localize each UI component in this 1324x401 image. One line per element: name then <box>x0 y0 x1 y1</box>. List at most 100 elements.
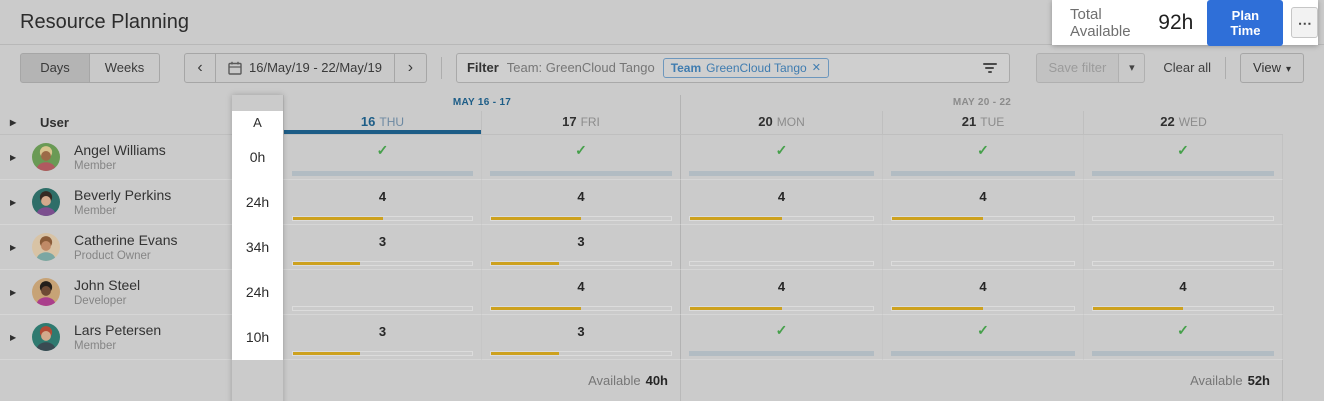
plan-cell[interactable] <box>882 225 1083 270</box>
date-range-picker[interactable]: 16/May/19 - 22/May/19 <box>216 52 395 83</box>
utilization-bar-fill <box>491 262 559 265</box>
row-expand-icon[interactable]: ▶ <box>10 287 17 297</box>
row-expand-icon[interactable]: ▶ <box>10 197 17 207</box>
user-info: Lars Petersen Member <box>74 322 161 353</box>
user-row: ▶ Lars Petersen Member 10h 3 3 ✓ ✓ ✓ <box>0 315 1324 360</box>
utilization-bar-track <box>490 351 672 356</box>
plan-cell[interactable]: ✓ <box>680 135 882 180</box>
plan-cell[interactable]: ✓ <box>481 135 680 180</box>
availability-value: 0h <box>232 135 283 180</box>
date-navigation: ‹ 16/May/19 - 22/May/19 › <box>184 52 427 83</box>
user-column-header: ▶ User <box>0 111 232 135</box>
plan-cell[interactable] <box>283 270 481 315</box>
user-row: ▶ John Steel Developer 24h 4 4 4 4 <box>0 270 1324 315</box>
utilization-bar-track <box>891 216 1075 221</box>
user-cell[interactable]: ▶ Catherine Evans Product Owner <box>0 225 232 270</box>
utilization-bar-fill <box>690 217 782 220</box>
plan-cell[interactable]: 4 <box>680 180 882 225</box>
plan-cell[interactable] <box>1083 180 1283 225</box>
save-filter-button[interactable]: Save filter <box>1035 52 1120 83</box>
expand-all-icon[interactable]: ▶ <box>10 118 17 127</box>
plan-time-button[interactable]: Plan Time <box>1207 0 1284 46</box>
user-cell[interactable]: ▶ Lars Petersen Member <box>0 315 232 360</box>
date-group-label: MAY 20 - 22 <box>680 95 1283 111</box>
day-header-16-thu[interactable]: 16 THU <box>283 111 481 135</box>
row-right-spacer <box>1283 270 1324 315</box>
user-role: Developer <box>74 294 127 307</box>
plan-cell[interactable]: 3 <box>481 225 680 270</box>
utilization-bar-fill <box>690 307 782 310</box>
utilization-bar-fill <box>892 307 983 310</box>
planned-check-icon: ✓ <box>1177 142 1189 158</box>
plan-cell[interactable]: ✓ <box>882 135 1083 180</box>
utilization-bar-track <box>891 261 1075 266</box>
plan-cell[interactable]: ✓ <box>1083 315 1283 360</box>
save-filter-dropdown-button[interactable]: ▾ <box>1119 52 1146 83</box>
user-cell[interactable]: ▶ John Steel Developer <box>0 270 232 315</box>
plan-cell[interactable]: ✓ <box>283 135 481 180</box>
planned-check-icon: ✓ <box>775 322 788 338</box>
utilization-bar-full <box>490 171 672 176</box>
plan-cell[interactable]: 3 <box>283 225 481 270</box>
utilization-bar-fill <box>293 262 361 265</box>
utilization-bar-track <box>891 306 1075 311</box>
utilization-bar-track <box>1092 306 1274 311</box>
utilization-bar-full <box>292 171 473 176</box>
user-cell[interactable]: ▶ Angel Williams Member <box>0 135 232 180</box>
plan-cell[interactable]: ✓ <box>1083 135 1283 180</box>
app-header: Resource Planning Total Available 92h Pl… <box>0 0 1324 46</box>
plan-cell[interactable]: 4 <box>481 270 680 315</box>
day-header-21-tue[interactable]: 21 TUE <box>882 111 1083 135</box>
available-label: Available <box>588 373 641 388</box>
avatar <box>32 323 60 351</box>
footer-spacer <box>0 360 283 401</box>
page-title: Resource Planning <box>20 11 189 33</box>
view-menu-button[interactable]: View ▾ <box>1240 52 1304 83</box>
row-expand-icon[interactable]: ▶ <box>10 152 17 162</box>
plan-cell[interactable] <box>680 225 882 270</box>
plan-cell[interactable]: 4 <box>481 180 680 225</box>
filter-funnel-icon[interactable] <box>981 62 999 73</box>
filter-input[interactable]: Filter Team: GreenCloud Tango Team Green… <box>455 52 1010 83</box>
utilization-bar-full <box>1092 351 1274 356</box>
plan-cell[interactable]: ✓ <box>680 315 882 360</box>
plan-cell[interactable]: 4 <box>680 270 882 315</box>
days-toggle-button[interactable]: Days <box>20 52 90 83</box>
available-label: Available <box>1190 373 1243 388</box>
user-rows: ▶ Angel Williams Member 0h ✓ ✓ ✓ ✓ ✓ ▶ Beverly Per… <box>0 135 1324 360</box>
plan-cell[interactable]: 4 <box>1083 270 1283 315</box>
plan-cell[interactable]: 4 <box>882 270 1083 315</box>
user-cell[interactable]: ▶ Beverly Perkins Member <box>0 180 232 225</box>
plan-cell[interactable]: 3 <box>283 315 481 360</box>
period-toggle: Days Weeks <box>20 52 160 83</box>
utilization-bar-track <box>689 306 874 311</box>
day-number: 21 <box>961 114 977 129</box>
row-expand-icon[interactable]: ▶ <box>10 332 17 342</box>
user-role: Member <box>74 159 117 172</box>
next-period-button[interactable]: › <box>394 52 427 83</box>
filter-tag-close-icon[interactable]: ✕ <box>811 62 821 74</box>
user-role: Member <box>74 339 117 352</box>
planned-check-icon: ✓ <box>575 142 587 158</box>
plan-cell[interactable]: 3 <box>481 315 680 360</box>
weeks-toggle-button[interactable]: Weeks <box>90 52 160 83</box>
planned-hours-value: 3 <box>577 324 585 339</box>
clear-all-button[interactable]: Clear all <box>1163 60 1212 75</box>
utilization-bar-full <box>689 171 874 176</box>
day-header-22-wed[interactable]: 22 WED <box>1083 111 1283 135</box>
utilization-bar-track <box>292 351 473 356</box>
total-available-panel: Total Available 92h Plan Time ⋯ <box>1052 0 1318 46</box>
row-expand-icon[interactable]: ▶ <box>10 242 17 252</box>
plan-cell[interactable]: 4 <box>882 180 1083 225</box>
filter-tag-team[interactable]: Team GreenCloud Tango ✕ <box>662 57 829 78</box>
day-header-20-mon[interactable]: 20 MON <box>680 111 882 135</box>
plan-cell[interactable]: ✓ <box>882 315 1083 360</box>
utilization-bar-track <box>1092 261 1274 266</box>
prev-period-button[interactable]: ‹ <box>184 52 216 83</box>
more-options-button[interactable]: ⋯ <box>1291 7 1318 38</box>
plan-cell[interactable] <box>1083 225 1283 270</box>
plan-cell[interactable]: 4 <box>283 180 481 225</box>
planned-hours-value: 4 <box>979 279 987 294</box>
day-header-17-fri[interactable]: 17 FRI <box>481 111 680 135</box>
utilization-bar-track <box>689 216 874 221</box>
